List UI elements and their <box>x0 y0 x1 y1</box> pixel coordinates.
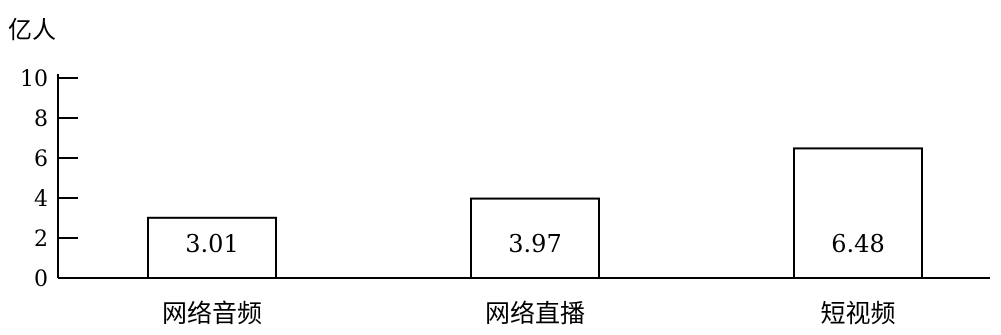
bars: 3.01 3.97 6.48 <box>147 147 923 280</box>
y-tick-label: 6 <box>34 147 48 172</box>
category-label: 网络直播 <box>485 299 585 328</box>
category-labels: 网络音频 网络直播 短视频 <box>162 299 896 328</box>
y-tick-label: 2 <box>34 227 48 252</box>
y-tick-label: 0 <box>34 267 48 292</box>
bar <box>793 147 923 279</box>
bar <box>470 197 600 280</box>
y-tick-label: 8 <box>34 107 48 132</box>
bar-data-label: 3.01 <box>185 230 238 258</box>
bar-data-label: 6.48 <box>831 230 884 258</box>
y-axis-unit-label: 亿人 <box>8 16 56 44</box>
y-tick-label: 10 <box>20 67 48 92</box>
category-label: 短视频 <box>820 299 895 328</box>
y-axis-ticks: 0 2 4 6 8 10 <box>20 67 78 292</box>
y-tick-label: 4 <box>34 187 48 212</box>
bar-data-label: 3.97 <box>508 230 561 258</box>
category-label: 网络音频 <box>162 299 262 328</box>
bar <box>147 216 277 280</box>
